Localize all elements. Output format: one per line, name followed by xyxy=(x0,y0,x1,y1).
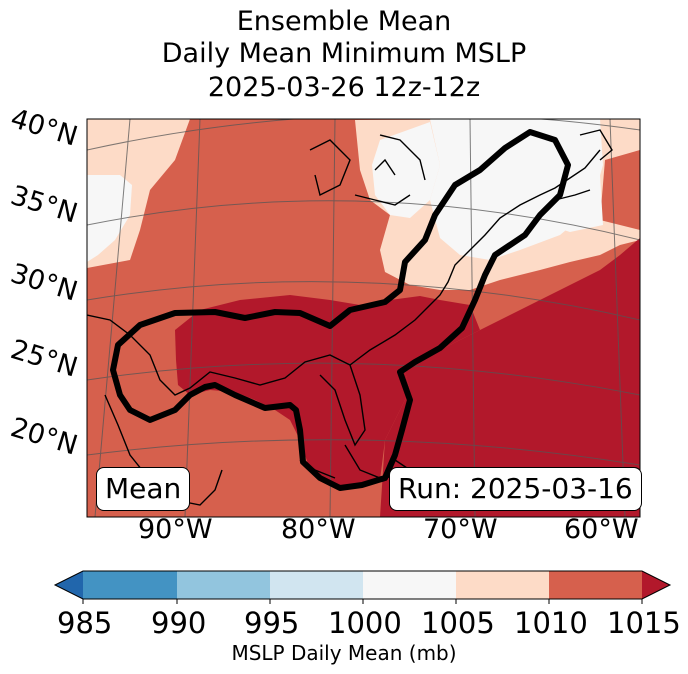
field-great-lakes-white xyxy=(372,122,440,218)
cbar-tick-1010: 1010 xyxy=(514,606,588,640)
lon-label-70w: 70°W xyxy=(423,514,498,545)
field-far-north-white xyxy=(87,175,132,262)
colorbar-seg-1010-1015 xyxy=(549,571,642,599)
colorbar-seg-995-1000 xyxy=(270,571,363,599)
colorbar-extend-low xyxy=(55,571,83,599)
lon-label-90w: 90°W xyxy=(138,514,213,545)
mslp-contour xyxy=(110,129,571,491)
colorbar-seg-985-990 xyxy=(83,571,177,599)
colorbar-label: MSLP Daily Mean (mb) xyxy=(231,641,457,665)
map-canvas xyxy=(87,119,640,517)
lon-label-60w: 60°W xyxy=(564,514,639,545)
run-date-box: Run: 2025-03-16 xyxy=(389,467,642,511)
map-frame xyxy=(86,118,641,518)
colorbar xyxy=(53,570,672,604)
graticule xyxy=(87,119,640,517)
cbar-tick-1000: 1000 xyxy=(328,606,402,640)
mean-box: Mean xyxy=(96,467,191,511)
cbar-tick-990: 990 xyxy=(151,606,207,640)
lon-label-80w: 80°W xyxy=(281,514,356,545)
field-gulf-dark-red xyxy=(175,295,480,490)
title-line-1: Ensemble Mean xyxy=(236,6,452,37)
cbar-tick-1015: 1015 xyxy=(607,606,681,640)
colorbar-seg-1005-1010 xyxy=(456,571,549,599)
colorbar-extend-high xyxy=(642,571,670,599)
cbar-tick-1005: 1005 xyxy=(421,606,495,640)
colorbar-seg-990-995 xyxy=(177,571,270,599)
cbar-tick-985: 985 xyxy=(57,606,113,640)
colorbar-seg-1000-1005 xyxy=(363,571,456,599)
title-line-3: 2025-03-26 12z-12z xyxy=(207,72,481,103)
field-nova-scotia-white xyxy=(540,175,603,232)
title-line-2: Daily Mean Minimum MSLP xyxy=(161,38,527,69)
cbar-tick-995: 995 xyxy=(244,606,300,640)
field-atlantic-dark-red xyxy=(380,238,640,517)
